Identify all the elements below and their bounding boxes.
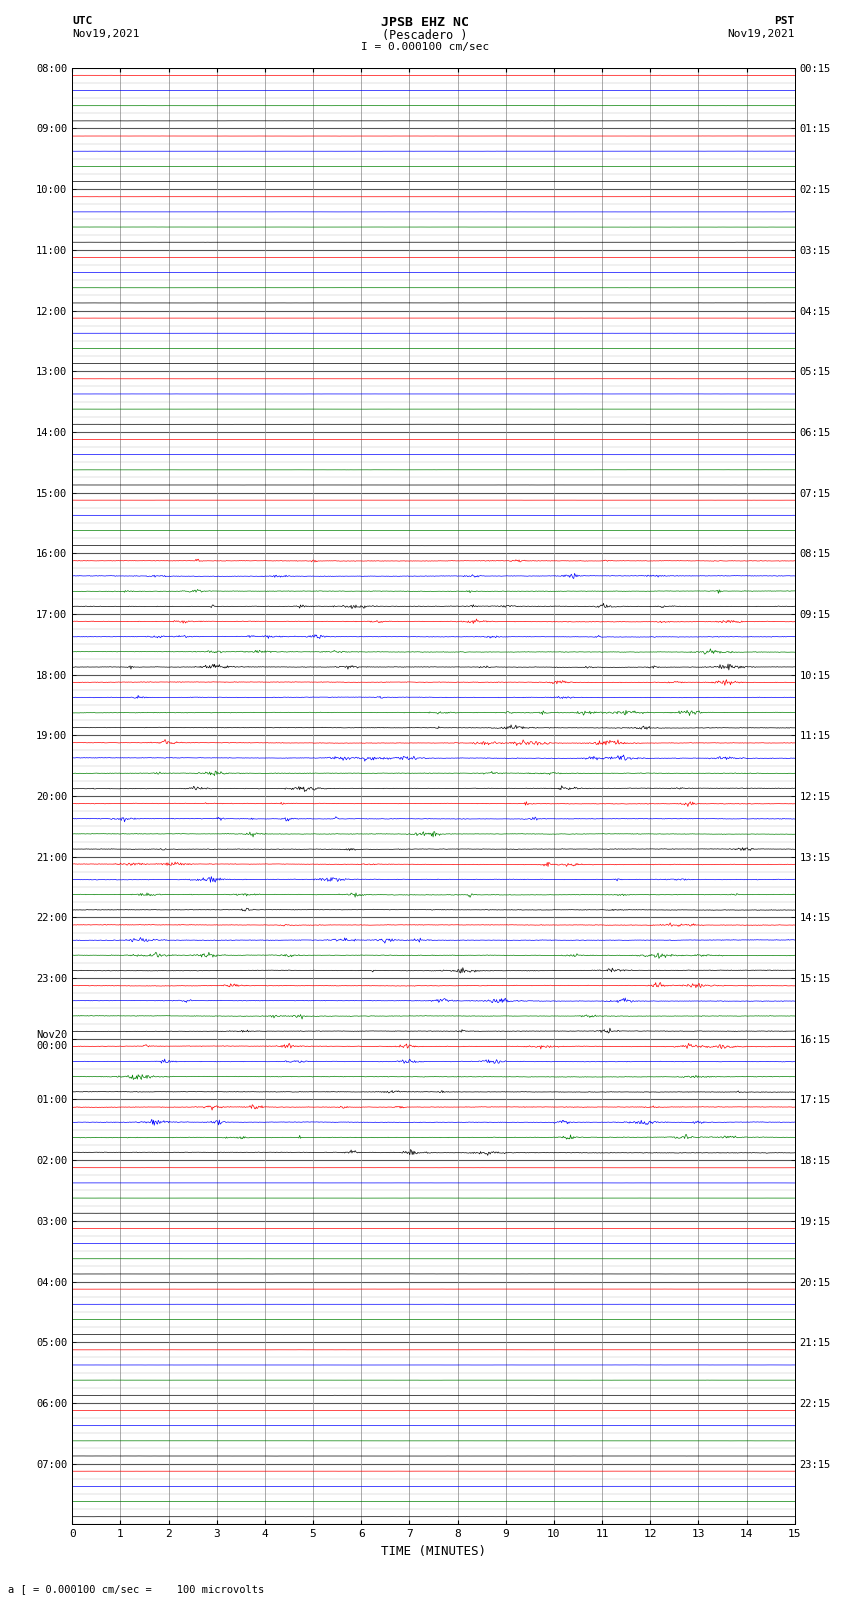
Text: JPSB EHZ NC: JPSB EHZ NC [381,16,469,29]
Text: Nov19,2021: Nov19,2021 [72,29,139,39]
Text: I = 0.000100 cm/sec: I = 0.000100 cm/sec [361,42,489,52]
Text: UTC: UTC [72,16,93,26]
Text: a [ = 0.000100 cm/sec =    100 microvolts: a [ = 0.000100 cm/sec = 100 microvolts [8,1584,264,1594]
Text: Nov19,2021: Nov19,2021 [728,29,795,39]
Text: PST: PST [774,16,795,26]
Text: (Pescadero ): (Pescadero ) [382,29,468,42]
X-axis label: TIME (MINUTES): TIME (MINUTES) [381,1545,486,1558]
